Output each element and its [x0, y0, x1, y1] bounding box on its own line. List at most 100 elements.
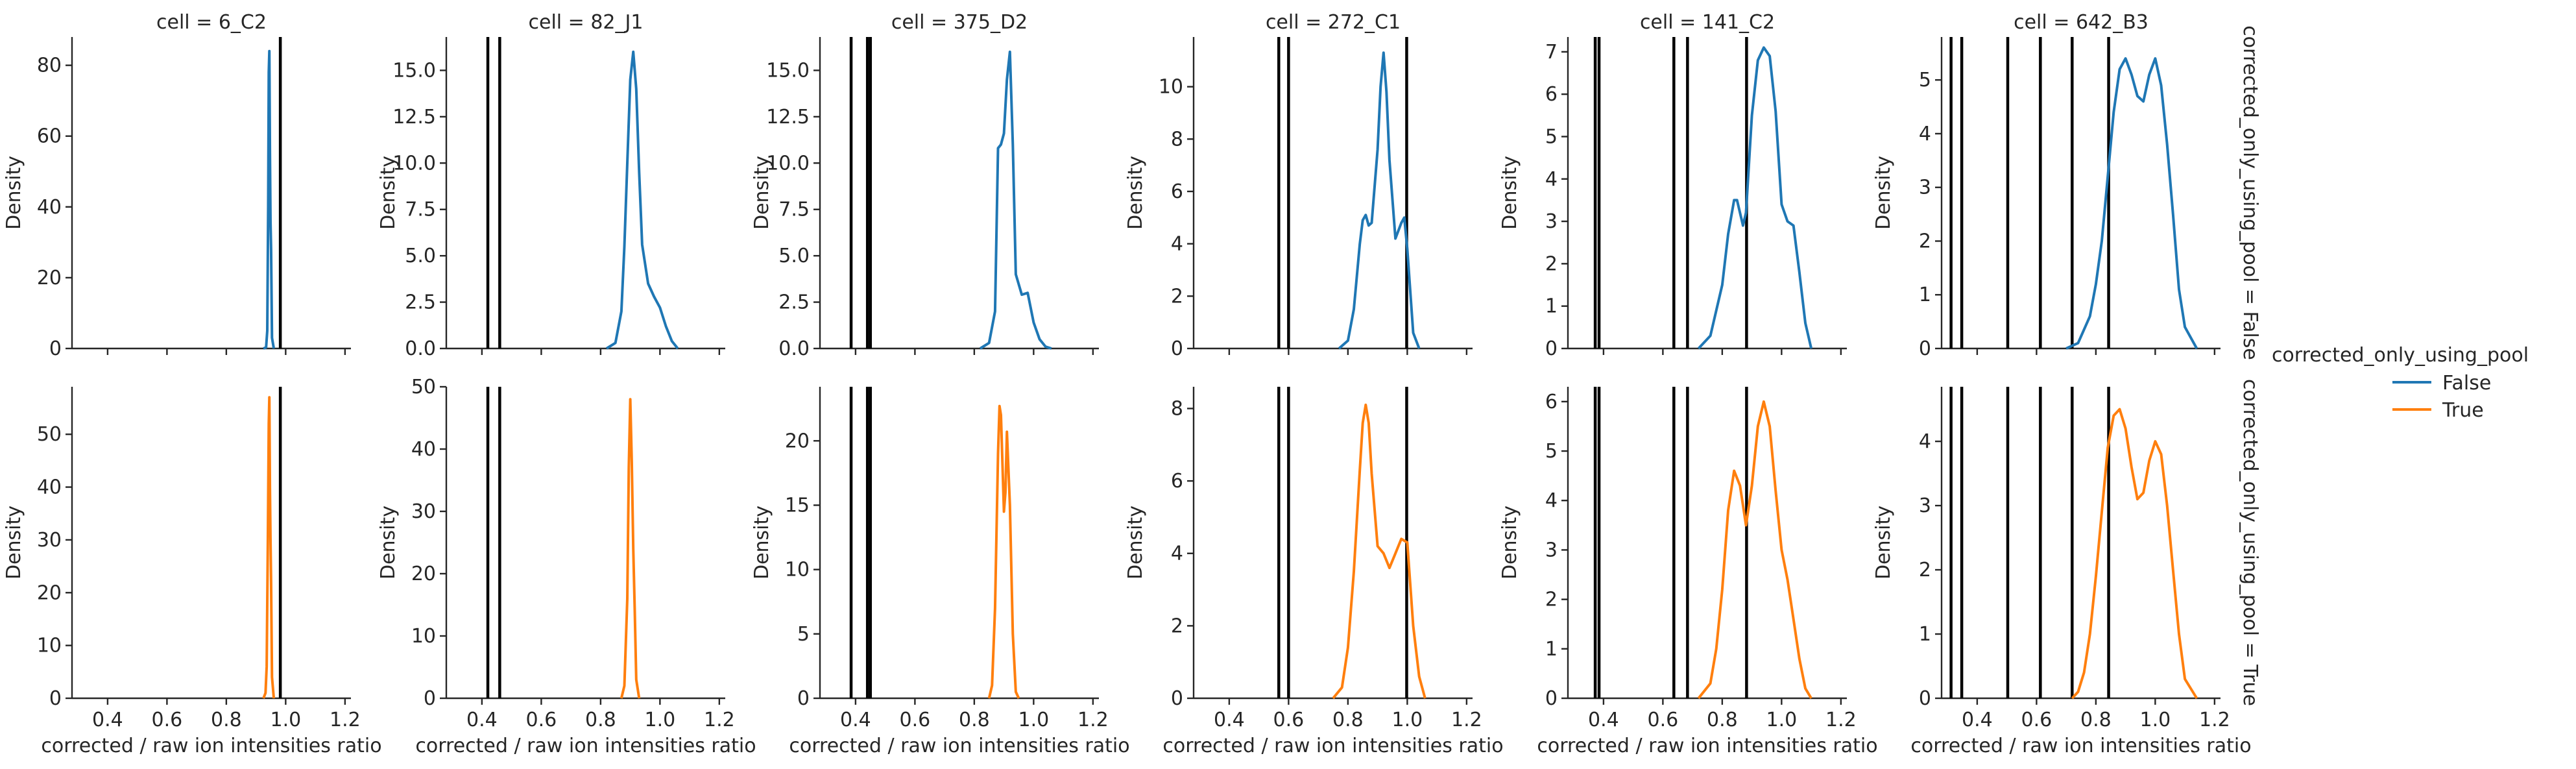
- panel-141_C2-true: 0 1 2 3 4 5 6 Density 0.4 0.6 0.8 1.0 1.2 corrected /…: [1499, 387, 1878, 757]
- y-axis-label: Density: [1872, 506, 1895, 580]
- y-tick-label: 20: [411, 563, 436, 585]
- y-tick-label: 0.0: [778, 337, 810, 360]
- x-tick-label: 0.8: [2080, 709, 2112, 731]
- y-tick-label: 5: [797, 623, 810, 646]
- y-axis-label: Density: [377, 156, 400, 230]
- y-tick-label: 0: [1545, 337, 1558, 360]
- kde-curve: [2065, 57, 2198, 350]
- y-tick-label: 2: [1545, 589, 1558, 611]
- x-tick-label: 1.0: [271, 709, 302, 731]
- y-tick-label: 0: [49, 337, 62, 360]
- legend: corrected_only_using_pool False True: [2272, 344, 2529, 422]
- y-tick-label: 6: [1545, 83, 1558, 106]
- y-axis-label: Density: [1499, 506, 1521, 580]
- kde-curve: [1332, 403, 1426, 700]
- x-tick-label: 1.0: [1392, 709, 1423, 731]
- y-tick-label: 7.5: [778, 199, 810, 221]
- kde-curve: [1338, 51, 1421, 350]
- y-axis-label: Density: [1124, 156, 1147, 230]
- y-tick-label: 30: [37, 529, 62, 552]
- y-tick-label: 5: [1919, 69, 1931, 92]
- y-tick-label: 1: [1545, 638, 1558, 661]
- kde-curve: [1697, 46, 1813, 350]
- x-axis-label: corrected / raw ion intensities ratio: [41, 735, 381, 757]
- kde-curve: [263, 49, 276, 350]
- y-tick-label: 10: [1159, 76, 1183, 99]
- y-tick-label: 0: [1919, 687, 1931, 710]
- y-tick-label: 30: [411, 500, 436, 523]
- x-tick-label: 0.6: [152, 709, 183, 731]
- y-tick-label: 4: [1919, 123, 1931, 145]
- x-tick-label: 1.0: [645, 709, 676, 731]
- y-tick-label: 3: [1545, 210, 1558, 233]
- x-axis-label: corrected / raw ion intensities ratio: [1162, 735, 1503, 757]
- x-tick-label: 1.2: [1451, 709, 1482, 731]
- y-tick-label: 6: [1171, 470, 1183, 493]
- y-tick-label: 5.0: [405, 245, 436, 267]
- y-tick-label: 8: [1171, 397, 1183, 420]
- kde-curve: [262, 396, 276, 699]
- y-tick-label: 5.0: [778, 245, 810, 267]
- x-tick-label: 0.4: [466, 709, 498, 731]
- y-tick-label: 6: [1171, 180, 1183, 203]
- column-title: cell = 82_J1: [529, 11, 644, 34]
- y-tick-label: 0.0: [405, 337, 436, 360]
- column-title: cell = 6_C2: [156, 11, 267, 34]
- y-axis-label: Density: [1499, 156, 1521, 230]
- y-tick-label: 0: [49, 687, 62, 710]
- y-axis-label: Density: [1872, 156, 1895, 230]
- y-tick-label: 4: [1545, 489, 1558, 512]
- kde-curve: [987, 404, 1020, 699]
- y-tick-label: 15: [785, 494, 810, 517]
- y-tick-label: 5: [1545, 440, 1558, 463]
- y-tick-label: 12.5: [766, 106, 810, 128]
- x-tick-label: 1.2: [1077, 709, 1109, 731]
- panel-6_C2-false: cell = 6_C2 0 20 40 60 80 Density: [3, 11, 351, 360]
- y-tick-label: 4: [1919, 430, 1931, 453]
- panel-272_C1-true: 0 2 4 6 8 Density 0.4 0.6 0.8 1.0 1.2 corrected / r…: [1124, 387, 1504, 757]
- y-tick-label: 15.0: [766, 59, 810, 82]
- y-tick-label: 10.0: [766, 152, 810, 175]
- y-tick-label: 0: [1171, 687, 1183, 710]
- y-tick-label: 2.5: [778, 291, 810, 314]
- y-tick-label: 3: [1545, 539, 1558, 561]
- x-tick-label: 0.8: [959, 709, 990, 731]
- y-tick-label: 50: [411, 376, 436, 398]
- x-tick-label: 0.4: [1214, 709, 1245, 731]
- x-tick-label: 0.8: [585, 709, 616, 731]
- y-tick-label: 2.5: [405, 291, 436, 314]
- column-title: cell = 642_B3: [2014, 11, 2149, 34]
- x-tick-label: 0.6: [900, 709, 931, 731]
- panel-642_B3-false: cell = 642_B3 0 1 2 3 4 5 Density corrected_only…: [1872, 11, 2261, 360]
- x-tick-label: 0.4: [92, 709, 123, 731]
- y-tick-label: 20: [37, 267, 62, 289]
- x-axis-label: corrected / raw ion intensities ratio: [415, 735, 756, 757]
- x-tick-label: 1.2: [330, 709, 361, 731]
- panel-272_C1-false: cell = 272_C1 0 2 4 6 8 10 Density: [1124, 11, 1473, 360]
- y-tick-label: 12.5: [392, 106, 436, 128]
- y-tick-label: 4: [1171, 543, 1183, 565]
- x-tick-label: 0.8: [1332, 709, 1364, 731]
- x-tick-label: 1.2: [2199, 709, 2230, 731]
- y-tick-label: 6: [1545, 391, 1558, 413]
- kde-curve: [1697, 400, 1812, 700]
- y-tick-label: 0: [424, 687, 436, 710]
- y-tick-label: 10.0: [392, 152, 436, 175]
- legend-label-true: True: [2442, 399, 2484, 422]
- x-tick-label: 0.8: [1707, 709, 1738, 731]
- panel-82_J1-true: 0 10 20 30 40 50 Density 0.4 0.6 0.8 1.0 1.2 correct…: [377, 376, 756, 757]
- x-tick-label: 1.0: [1766, 709, 1798, 731]
- y-tick-label: 8: [1171, 128, 1183, 151]
- y-tick-label: 5: [1545, 125, 1558, 148]
- x-tick-label: 0.4: [1588, 709, 1619, 731]
- y-tick-label: 20: [785, 430, 810, 452]
- kde-curve: [979, 50, 1052, 350]
- x-tick-label: 1.2: [1825, 709, 1857, 731]
- y-axis-label: Density: [751, 506, 773, 580]
- y-tick-label: 10: [785, 559, 810, 581]
- y-tick-label: 1: [1545, 295, 1558, 318]
- y-tick-label: 4: [1545, 168, 1558, 191]
- legend-title: corrected_only_using_pool: [2272, 344, 2529, 367]
